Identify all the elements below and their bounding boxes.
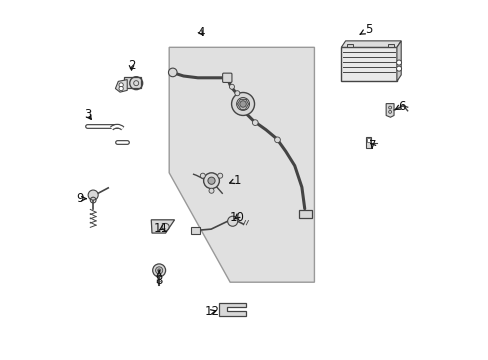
Polygon shape — [366, 137, 371, 148]
Circle shape — [229, 84, 234, 89]
Text: 8: 8 — [155, 271, 163, 287]
Circle shape — [396, 60, 401, 65]
Circle shape — [155, 267, 163, 274]
Text: 2: 2 — [127, 59, 135, 72]
FancyBboxPatch shape — [222, 73, 231, 82]
Polygon shape — [219, 303, 246, 316]
Polygon shape — [396, 41, 400, 81]
FancyBboxPatch shape — [387, 44, 394, 47]
Circle shape — [396, 66, 401, 71]
Circle shape — [88, 190, 98, 200]
Text: 10: 10 — [229, 211, 244, 224]
Circle shape — [236, 98, 249, 111]
Polygon shape — [151, 220, 174, 233]
Circle shape — [274, 137, 280, 143]
Text: 12: 12 — [204, 305, 219, 318]
Circle shape — [152, 264, 165, 277]
Text: 5: 5 — [359, 23, 372, 36]
Polygon shape — [341, 41, 400, 47]
Polygon shape — [366, 138, 369, 142]
Circle shape — [231, 93, 254, 116]
Text: 9: 9 — [76, 192, 86, 205]
Circle shape — [217, 173, 222, 178]
Text: 11: 11 — [154, 222, 168, 235]
FancyBboxPatch shape — [346, 44, 352, 47]
Text: 3: 3 — [83, 108, 91, 121]
FancyBboxPatch shape — [299, 210, 311, 219]
FancyBboxPatch shape — [341, 47, 396, 81]
Circle shape — [119, 86, 123, 91]
FancyBboxPatch shape — [190, 227, 200, 234]
Text: 6: 6 — [394, 100, 405, 113]
Circle shape — [158, 269, 160, 272]
Text: 7: 7 — [368, 139, 376, 152]
Circle shape — [168, 68, 177, 77]
Circle shape — [200, 173, 205, 178]
Circle shape — [239, 101, 246, 107]
Text: 4: 4 — [197, 26, 204, 39]
Text: 1: 1 — [229, 174, 241, 186]
Polygon shape — [169, 47, 314, 282]
Circle shape — [203, 173, 219, 189]
Circle shape — [119, 83, 123, 87]
Polygon shape — [115, 80, 127, 92]
Circle shape — [227, 216, 237, 226]
Circle shape — [207, 177, 215, 184]
Circle shape — [208, 188, 214, 193]
Circle shape — [234, 91, 239, 96]
Circle shape — [252, 120, 258, 126]
Polygon shape — [386, 104, 393, 117]
FancyBboxPatch shape — [124, 77, 140, 88]
